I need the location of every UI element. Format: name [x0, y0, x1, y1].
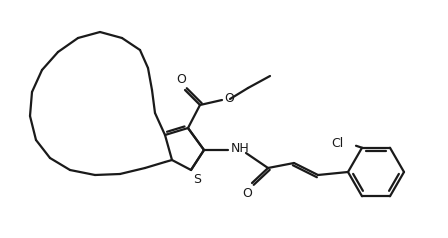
Text: Cl: Cl [332, 137, 344, 150]
Text: NH: NH [231, 143, 250, 155]
Text: O: O [224, 93, 234, 105]
Text: S: S [193, 173, 201, 186]
Text: O: O [242, 187, 252, 200]
Text: O: O [176, 73, 186, 86]
